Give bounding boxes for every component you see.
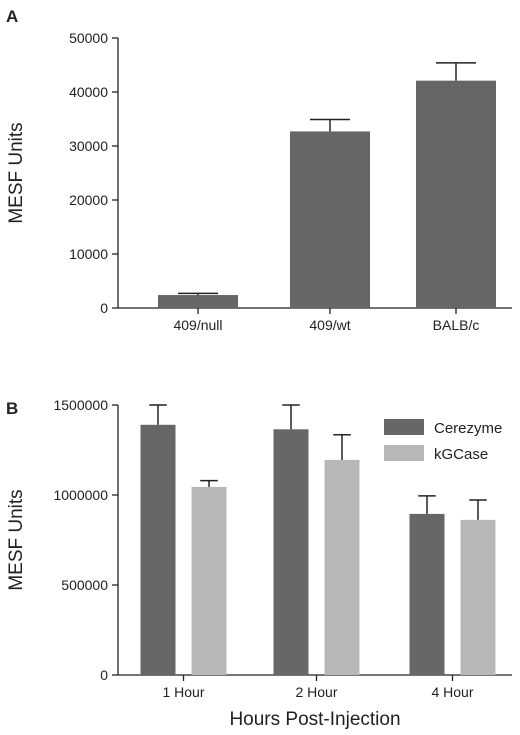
- y-tick-label: 40000: [69, 84, 108, 100]
- x-axis-title: Hours Post-Injection: [229, 709, 400, 730]
- bar: [416, 80, 496, 308]
- bar: [273, 429, 309, 675]
- chart-panel-B: B 0 500000 1000000 1500000 MESF Units Hours Po…: [6, 397, 512, 730]
- panel-label: B: [6, 399, 18, 418]
- bar: [191, 486, 227, 675]
- y-tick-label: 10000: [69, 246, 108, 262]
- legend: Cerezyme kGCase: [384, 419, 502, 463]
- bar: [158, 295, 238, 308]
- bar: [324, 459, 360, 675]
- y-tick-label: 30000: [69, 138, 108, 154]
- bar: [140, 424, 176, 675]
- y-tick-label: 1000000: [53, 487, 108, 503]
- x-tick-label: BALB/c: [433, 317, 480, 333]
- x-tick-label: 2 Hour: [295, 684, 337, 700]
- bar: [409, 513, 445, 675]
- bar: [460, 519, 496, 675]
- y-tick-label: 20000: [69, 192, 108, 208]
- y-tick-label: 0: [100, 667, 108, 683]
- y-tick-label: 500000: [61, 577, 108, 593]
- legend-swatch: [384, 419, 424, 435]
- y-tick-label: 1500000: [53, 397, 108, 413]
- x-tick-label: 409/wt: [309, 317, 350, 333]
- y-axis-title: MESF Units: [6, 489, 27, 590]
- y-axis-title: MESF Units: [6, 122, 27, 223]
- y-tick-label: 50000: [69, 30, 108, 46]
- x-tick-label: 409/null: [173, 317, 222, 333]
- x-tick-label: 1 Hour: [162, 684, 204, 700]
- y-tick-label: 0: [100, 300, 108, 316]
- x-tick-label: 4 Hour: [431, 684, 473, 700]
- panel-label: A: [6, 7, 18, 26]
- legend-label: kGCase: [434, 446, 488, 463]
- chart-panel-A: A 0 10000 20000 30000 40000 50000 MESF Units 409…: [6, 7, 512, 333]
- legend-label: Cerezyme: [434, 420, 502, 437]
- legend-swatch: [384, 445, 424, 461]
- bar: [290, 131, 370, 308]
